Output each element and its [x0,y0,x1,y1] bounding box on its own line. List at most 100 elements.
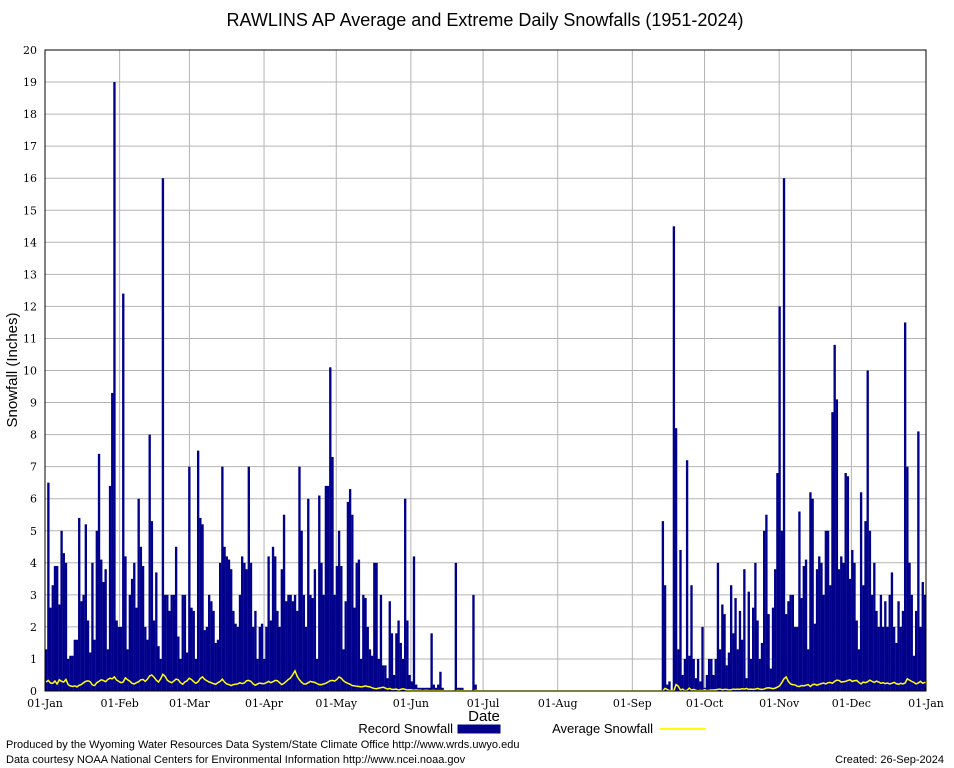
record-bar [727,652,731,691]
record-bar [899,626,902,691]
record-bar [236,626,239,691]
record-bar [666,684,669,691]
record-bar [749,658,753,691]
record-bar [712,674,715,691]
record-bar [393,674,396,691]
record-bar [859,492,863,691]
record-bar [718,649,722,691]
y-tick-label: 5 [30,525,37,538]
record-bar [868,530,872,691]
record-bar [734,598,737,691]
record-bar [302,594,306,691]
record-bar [192,610,195,692]
x-tick-label: 01-Feb [100,697,138,710]
record-bar [166,594,169,691]
record-bar [897,601,900,691]
record-bar [364,598,367,691]
record-bar [688,655,691,691]
record-bar [150,521,154,691]
plot-frame [44,49,927,692]
record-bar [104,569,107,691]
record-bar [353,607,356,691]
record-bar [247,466,250,691]
x-tick-label: 01-Jun [393,697,429,710]
record-bar [265,626,268,691]
record-bar [148,434,151,691]
record-bar [62,553,65,691]
record-bar [679,549,682,691]
record-bar [337,530,341,691]
record-bar [366,626,369,691]
record-bar [807,649,810,691]
record-bar [47,482,50,691]
record-bar [406,620,409,691]
record-bar [848,578,852,691]
x-axis-ticks: 01-Jan 01-Feb 01-Mar 01-Apr 01-May 01-Jun 01-J… [27,697,944,710]
record-bar [472,594,475,691]
record-bar [829,585,832,691]
x-tick-label: 01-Oct [686,697,724,710]
record-bar [139,546,143,691]
record-bar [309,594,312,691]
record-bar [903,322,907,691]
record-bar [815,569,819,691]
x-tick-label: 01-Aug [538,697,578,710]
y-axis-label: Snowfall (Inches) [4,312,21,427]
record-bar [322,594,325,691]
record-bar [67,658,70,691]
y-tick-label: 8 [30,429,37,442]
y-tick-label: 11 [23,332,37,345]
record-bar [201,524,204,691]
record-bar [692,658,695,691]
record-bar [674,428,678,691]
record-bar [886,626,889,691]
record-bar [86,620,90,691]
record-bar [269,620,272,691]
y-tick-label: 6 [30,493,37,506]
record-bar [128,594,132,691]
record-bar [203,630,206,691]
record-bar [837,569,841,691]
record-bar [108,485,112,691]
record-bar [782,178,786,691]
record-bar [307,498,310,691]
record-bar [721,604,724,691]
record-bar [793,626,797,691]
record-bar [93,639,96,691]
record-bar [870,594,874,691]
record-bar [91,562,94,691]
record-bar [833,344,836,691]
record-bar [912,655,916,691]
record-bar [699,681,702,691]
record-bar [873,562,876,691]
record-bar [362,594,365,691]
record-bar [765,514,768,691]
record-bar [58,604,61,691]
record-bar [410,681,413,691]
record-bar [311,598,314,691]
record-bar [818,556,821,691]
record-bar [395,633,398,691]
y-tick-label: 1 [30,653,37,666]
record-bar [875,610,878,692]
record-bar [254,610,257,692]
record-bar [754,562,757,691]
record-bar [49,607,52,691]
y-tick-label: 10 [23,365,37,378]
record-bar [280,569,284,691]
record-bar [177,636,180,691]
record-bar [725,665,728,691]
record-bar [111,392,114,691]
record-bar [216,639,220,691]
record-bar [172,594,176,691]
footer-producer: Produced by the Wyoming Water Resources … [6,739,519,751]
record-bar [864,521,867,691]
record-bar [862,585,865,691]
record-bar [245,569,248,691]
record-bar [260,623,264,691]
record-bar [685,460,689,691]
record-bar [752,607,755,691]
record-bar [474,684,477,691]
record-bar [760,642,764,691]
